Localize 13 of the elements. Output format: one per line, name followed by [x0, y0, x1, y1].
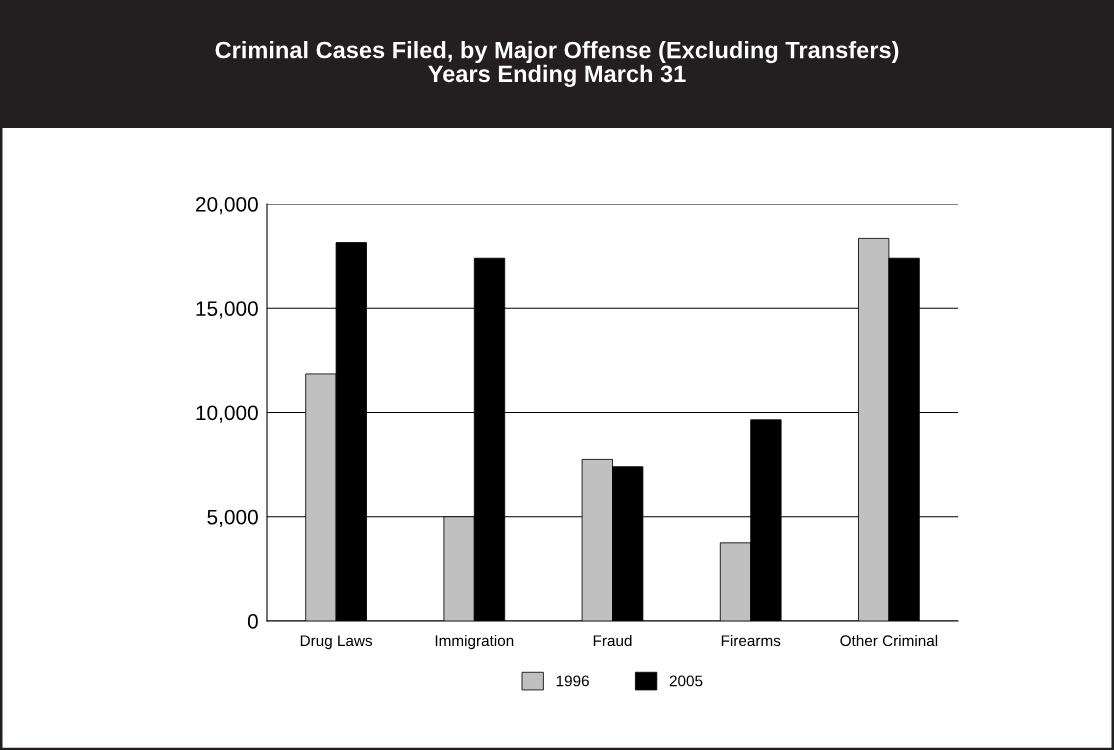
y-tick-label: 20,000 [196, 197, 258, 215]
x-tick-label: Other Criminal [840, 634, 938, 647]
y-tick-label: 10,000 [196, 405, 258, 423]
x-tick-label: Fraud [593, 634, 632, 647]
y-tick-label: 15,000 [196, 301, 258, 319]
x-tick-label: Immigration [435, 634, 514, 650]
y-tick-label: 5,000 [207, 509, 258, 527]
x-tick-label: Firearms [721, 634, 781, 647]
y-tick-label: 0 [247, 614, 258, 629]
legend-label: 2005 [669, 675, 703, 687]
chart-title: Criminal Cases Filed, by Major Offense (Excluding Transfers) Years Ending March 31 [215, 41, 899, 87]
x-tick-label: Drug Laws [300, 635, 373, 650]
legend-label: 1996 [556, 675, 589, 687]
